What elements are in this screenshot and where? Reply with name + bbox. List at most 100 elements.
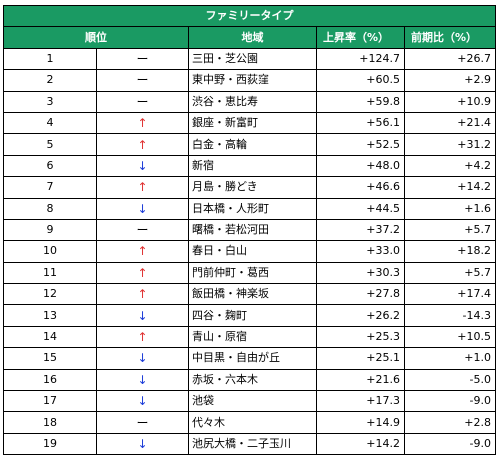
prev-cell: +26.7 bbox=[403, 47, 497, 71]
unchanged-dash-icon: ー bbox=[96, 47, 189, 71]
table-body: 1 ー三田・芝公園 +124.7 +26.7 2 ー東中野・西荻窪 +60.5 +2.9 3 ー渋… bbox=[3, 47, 497, 455]
rank-cell: 6 bbox=[3, 154, 97, 178]
table-row: 12 ↑ 飯田橋・神楽坂 +27.8 +17.4 bbox=[3, 283, 497, 306]
rank-cell: 18 bbox=[3, 411, 97, 434]
area-cell: 曙橋・若松河田 bbox=[188, 218, 317, 242]
rise-column-header: 上昇率（%） bbox=[316, 26, 405, 49]
table-row: 13 ↓ 四谷・麹町 +26.2 -14.3 bbox=[3, 304, 497, 327]
rise-cell: +124.7 bbox=[316, 47, 405, 71]
table-row: 4 ↑ 銀座・新富町 +56.1 +21.4 bbox=[3, 111, 497, 135]
rise-cell: +52.5 bbox=[316, 133, 405, 156]
up-arrow-icon: ↑ bbox=[96, 133, 189, 156]
area-cell: 銀座・新富町 bbox=[188, 111, 317, 135]
rank-cell: 7 bbox=[3, 176, 97, 199]
up-arrow-icon: ↑ bbox=[96, 261, 189, 285]
area-cell: 新宿 bbox=[188, 154, 317, 178]
table-row: 3 ー渋谷・恵比寿 +59.8 +10.9 bbox=[3, 90, 497, 113]
rise-cell: +25.3 bbox=[316, 325, 405, 349]
down-arrow-icon: ↓ bbox=[96, 197, 189, 220]
rise-cell: +37.2 bbox=[316, 218, 405, 242]
prev-column-header: 前期比（%） bbox=[403, 26, 497, 49]
table-row: 19 ↓ 池尻大橋・二子玉川 +14.2 -9.0 bbox=[3, 432, 497, 455]
rank-cell: 2 bbox=[3, 69, 97, 92]
down-arrow-icon: ↓ bbox=[96, 368, 189, 392]
rank-cell: 17 bbox=[3, 390, 97, 413]
unchanged-dash-icon: ー bbox=[96, 411, 189, 434]
rank-cell: 13 bbox=[3, 304, 97, 327]
table-row: 10 ↑ 春日・白山 +33.0 +18.2 bbox=[3, 240, 497, 263]
rank-column-header: 順位 bbox=[3, 26, 189, 49]
ranking-table-container: ファミリータイプ 順位 地域 上昇率（%） 前期比（%） 1 ー三田・芝公園 +12… bbox=[2, 4, 497, 455]
table-row: 5 ↑ 白金・高輪 +52.5 +31.2 bbox=[3, 133, 497, 156]
table-row: 11 ↑ 門前仲町・葛西 +30.3 +5.7 bbox=[3, 261, 497, 285]
table-row: 18 ー代々木 +14.9 +2.8 bbox=[3, 411, 497, 434]
rank-cell: 12 bbox=[3, 283, 97, 306]
area-column-header: 地域 bbox=[188, 26, 317, 49]
area-cell: 門前仲町・葛西 bbox=[188, 261, 317, 285]
prev-cell: +10.5 bbox=[403, 325, 497, 349]
prev-cell: +1.6 bbox=[403, 197, 497, 220]
up-arrow-icon: ↑ bbox=[96, 283, 189, 306]
rise-cell: +59.8 bbox=[316, 90, 405, 113]
rank-cell: 10 bbox=[3, 240, 97, 263]
rank-cell: 1 bbox=[3, 47, 97, 71]
rise-cell: +48.0 bbox=[316, 154, 405, 178]
up-arrow-icon: ↑ bbox=[96, 325, 189, 349]
area-cell: 中目黒・自由が丘 bbox=[188, 347, 317, 370]
prev-cell: +10.9 bbox=[403, 90, 497, 113]
rise-cell: +25.1 bbox=[316, 347, 405, 370]
rise-cell: +44.5 bbox=[316, 197, 405, 220]
rank-cell: 11 bbox=[3, 261, 97, 285]
rise-cell: +17.3 bbox=[316, 390, 405, 413]
area-cell: 東中野・西荻窪 bbox=[188, 69, 317, 92]
prev-cell: -9.0 bbox=[403, 432, 497, 455]
table-row: 2 ー東中野・西荻窪 +60.5 +2.9 bbox=[3, 69, 497, 92]
table-row: 6 ↓ 新宿 +48.0 +4.2 bbox=[3, 154, 497, 178]
rise-cell: +46.6 bbox=[316, 176, 405, 199]
prev-cell: +2.9 bbox=[403, 69, 497, 92]
ranking-table: ファミリータイプ 順位 地域 上昇率（%） 前期比（%） 1 ー三田・芝公園 +12… bbox=[2, 4, 497, 455]
table-row: 17 ↓ 池袋 +17.3 -9.0 bbox=[3, 390, 497, 413]
unchanged-dash-icon: ー bbox=[96, 90, 189, 113]
area-cell: 白金・高輪 bbox=[188, 133, 317, 156]
prev-cell: -14.3 bbox=[403, 304, 497, 327]
rise-cell: +30.3 bbox=[316, 261, 405, 285]
prev-cell: +1.0 bbox=[403, 347, 497, 370]
prev-cell: +5.7 bbox=[403, 218, 497, 242]
rise-cell: +21.6 bbox=[316, 368, 405, 392]
down-arrow-icon: ↓ bbox=[96, 154, 189, 178]
prev-cell: +21.4 bbox=[403, 111, 497, 135]
table-row: 1 ー三田・芝公園 +124.7 +26.7 bbox=[3, 47, 497, 71]
unchanged-dash-icon: ー bbox=[96, 218, 189, 242]
prev-cell: +14.2 bbox=[403, 176, 497, 199]
rise-cell: +14.9 bbox=[316, 411, 405, 434]
area-cell: 飯田橋・神楽坂 bbox=[188, 283, 317, 306]
prev-cell: -5.0 bbox=[403, 368, 497, 392]
rise-cell: +26.2 bbox=[316, 304, 405, 327]
down-arrow-icon: ↓ bbox=[96, 304, 189, 327]
table-row: 15 ↓ 中目黒・自由が丘 +25.1 +1.0 bbox=[3, 347, 497, 370]
rank-cell: 19 bbox=[3, 432, 97, 455]
prev-cell: -9.0 bbox=[403, 390, 497, 413]
prev-cell: +31.2 bbox=[403, 133, 497, 156]
table-row: 16 ↓ 赤坂・六本木 +21.6 -5.0 bbox=[3, 368, 497, 392]
rise-cell: +56.1 bbox=[316, 111, 405, 135]
area-cell: 四谷・麹町 bbox=[188, 304, 317, 327]
rank-cell: 3 bbox=[3, 90, 97, 113]
table-row: 7 ↑ 月島・勝どき +46.6 +14.2 bbox=[3, 176, 497, 199]
prev-cell: +18.2 bbox=[403, 240, 497, 263]
table-row: 9 ー曙橋・若松河田 +37.2 +5.7 bbox=[3, 218, 497, 242]
prev-cell: +2.8 bbox=[403, 411, 497, 434]
area-cell: 月島・勝どき bbox=[188, 176, 317, 199]
area-cell: 池袋 bbox=[188, 390, 317, 413]
table-title: ファミリータイプ bbox=[2, 4, 497, 28]
rank-cell: 15 bbox=[3, 347, 97, 370]
rank-cell: 5 bbox=[3, 133, 97, 156]
prev-cell: +5.7 bbox=[403, 261, 497, 285]
rank-cell: 8 bbox=[3, 197, 97, 220]
area-cell: 赤坂・六本木 bbox=[188, 368, 317, 392]
table-row: 14 ↑ 青山・原宿 +25.3 +10.5 bbox=[3, 325, 497, 349]
rank-cell: 16 bbox=[3, 368, 97, 392]
up-arrow-icon: ↑ bbox=[96, 240, 189, 263]
area-cell: 三田・芝公園 bbox=[188, 47, 317, 71]
